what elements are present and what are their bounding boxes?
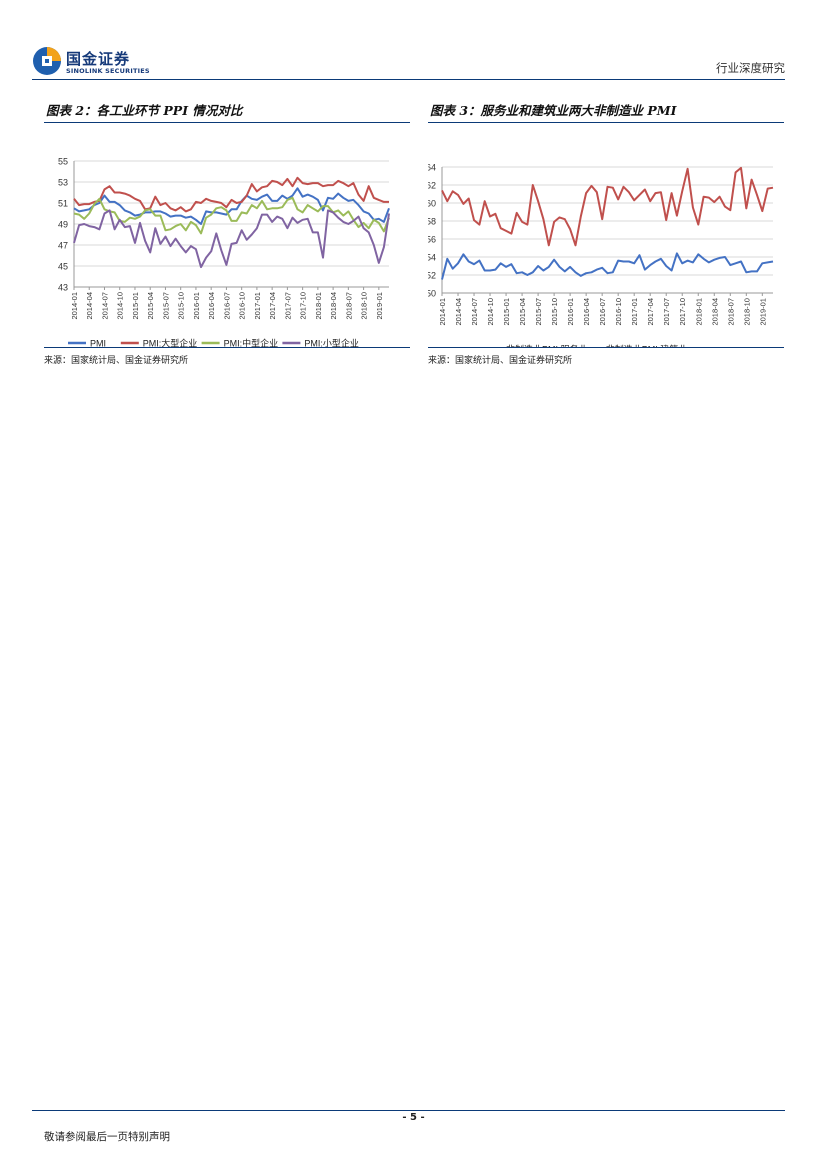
x-tick-label: 2015-07 <box>161 292 170 320</box>
x-tick-label: 2015-10 <box>177 292 186 320</box>
x-tick-label: 2014-10 <box>116 292 125 320</box>
legend-label: PMI:小型企业 <box>304 338 359 348</box>
pmi-by-enterprise-size-chart: 43 45 47 49 51 53 55 2014-01 2014-04 2014-07 2014-… <box>58 157 390 348</box>
y-tick-label: 64 <box>428 163 436 173</box>
legend-item-4: PMI:小型企业 <box>282 338 359 348</box>
series-line-3 <box>73 196 390 235</box>
x-tick-label: 2015-04 <box>518 298 527 326</box>
disclaimer-note: 敬请参阅最后一页特别声明 <box>44 1131 170 1143</box>
legend-item-2: PMI:大型企业 <box>120 338 198 348</box>
x-tick-label: 2014-07 <box>100 292 109 320</box>
y-tick-label: 53 <box>58 178 68 188</box>
x-tick-label: 2014-10 <box>486 298 495 326</box>
x-tick-label: 2015-04 <box>146 292 155 320</box>
page-header: 国金证券 SINOLINK SECURITIES 行业深度研究 <box>0 0 827 80</box>
x-tick-label: 2018-07 <box>726 298 735 326</box>
y-tick-label: 55 <box>58 157 68 167</box>
x-tick-label: 2015-01 <box>131 292 140 320</box>
x-tick-label: 2016-01 <box>566 298 575 326</box>
series-line-1 <box>441 252 774 280</box>
page-number: - 5 - <box>402 1112 425 1123</box>
x-tick-label: 2018-01 <box>314 292 323 320</box>
x-tick-label: 2016-01 <box>192 292 201 320</box>
y-tick-label: 47 <box>58 241 68 251</box>
y-tick-label: 54 <box>428 253 436 263</box>
figure-source: 来源：国家统计局、国金证券研究所 <box>44 356 189 366</box>
y-tick-label: 58 <box>428 217 436 227</box>
series-line-2 <box>441 166 774 247</box>
x-tick-label: 2014-01 <box>70 292 79 320</box>
figure-source: 来源：国家统计局、国金证券研究所 <box>428 356 573 366</box>
legend-item-1: PMI <box>68 339 106 348</box>
x-tick-label: 2017-07 <box>662 298 671 326</box>
x-tick-label: 2017-10 <box>299 292 308 320</box>
x-tick-label: 2018-04 <box>710 298 719 326</box>
x-tick-label: 2016-04 <box>207 292 216 320</box>
y-tick-label: 50 <box>428 289 436 299</box>
y-tick-label: 60 <box>428 199 436 209</box>
series-line-2 <box>73 176 389 213</box>
report-type: 行业深度研究 <box>716 61 785 75</box>
legend-label: PMI <box>90 339 106 348</box>
x-tick-label: 2016-07 <box>598 298 607 326</box>
x-tick-label: 2014-07 <box>470 298 479 326</box>
x-tick-label: 2019-01 <box>758 298 767 326</box>
series-line-4 <box>73 209 390 269</box>
y-tick-label: 51 <box>58 199 68 209</box>
x-tick-label: 2017-10 <box>678 298 687 326</box>
x-tick-label: 2019-01 <box>375 292 384 320</box>
y-tick-label: 56 <box>428 235 436 245</box>
x-tick-label: 2018-10 <box>360 292 369 320</box>
figure-title: 图表 2：各工业环节 PPI 情况对比 <box>44 100 410 123</box>
x-tick-label: 2018-01 <box>694 298 703 326</box>
series-line-1 <box>73 187 390 225</box>
legend-label: PMI:中型企业 <box>224 338 279 348</box>
x-tick-label: 2017-04 <box>646 298 655 326</box>
x-tick-label: 2017-01 <box>630 298 639 326</box>
non-manufacturing-pmi-chart: 50 52 54 56 58 60 62 64 2014-01 2014-04 2014-07 201… <box>428 163 774 348</box>
x-tick-label: 2017-07 <box>283 292 292 320</box>
x-tick-label: 2017-01 <box>253 292 262 320</box>
y-tick-label: 45 <box>58 262 68 272</box>
y-tick-label: 62 <box>428 181 436 191</box>
x-tick-label: 2014-04 <box>454 298 463 326</box>
figure-title: 图表 3：服务业和建筑业两大非制造业 PMI <box>428 100 784 123</box>
y-tick-label: 49 <box>58 220 68 230</box>
figure-bottom-rule <box>428 347 784 348</box>
y-tick-label: 43 <box>58 283 68 293</box>
x-tick-label: 2018-04 <box>329 292 338 320</box>
x-tick-label: 2016-07 <box>222 292 231 320</box>
x-tick-label: 2018-07 <box>344 292 353 320</box>
x-tick-label: 2018-10 <box>742 298 751 326</box>
x-tick-label: 2014-04 <box>85 292 94 320</box>
x-tick-label: 2016-10 <box>614 298 623 326</box>
x-tick-label: 2014-01 <box>438 298 447 326</box>
legend-item-3: PMI:中型企业 <box>201 338 279 348</box>
x-tick-label: 2015-01 <box>502 298 511 326</box>
legend-label: PMI:大型企业 <box>143 338 198 348</box>
x-tick-label: 2017-04 <box>268 292 277 320</box>
brand-name: 国金证券 <box>66 50 131 68</box>
footer-divider <box>32 1110 785 1111</box>
brand-name-english: SINOLINK SECURITIES <box>66 67 150 75</box>
figure-bottom-rule <box>44 347 410 348</box>
x-tick-label: 2015-07 <box>534 298 543 326</box>
y-tick-label: 52 <box>428 271 436 281</box>
x-tick-label: 2015-10 <box>550 298 559 326</box>
header-divider <box>32 79 785 80</box>
figure-ppi-comparison: 图表 2：各工业环节 PPI 情况对比 43 45 47 49 51 53 55 2014-0… <box>44 100 410 366</box>
figure-non-manufacturing-pmi: 图表 3：服务业和建筑业两大非制造业 PMI 50 52 54 56 58 60 62 64 2… <box>428 100 784 366</box>
x-tick-label: 2016-10 <box>238 292 247 320</box>
sinolink-logo-icon <box>33 47 61 75</box>
x-tick-label: 2016-04 <box>582 298 591 326</box>
